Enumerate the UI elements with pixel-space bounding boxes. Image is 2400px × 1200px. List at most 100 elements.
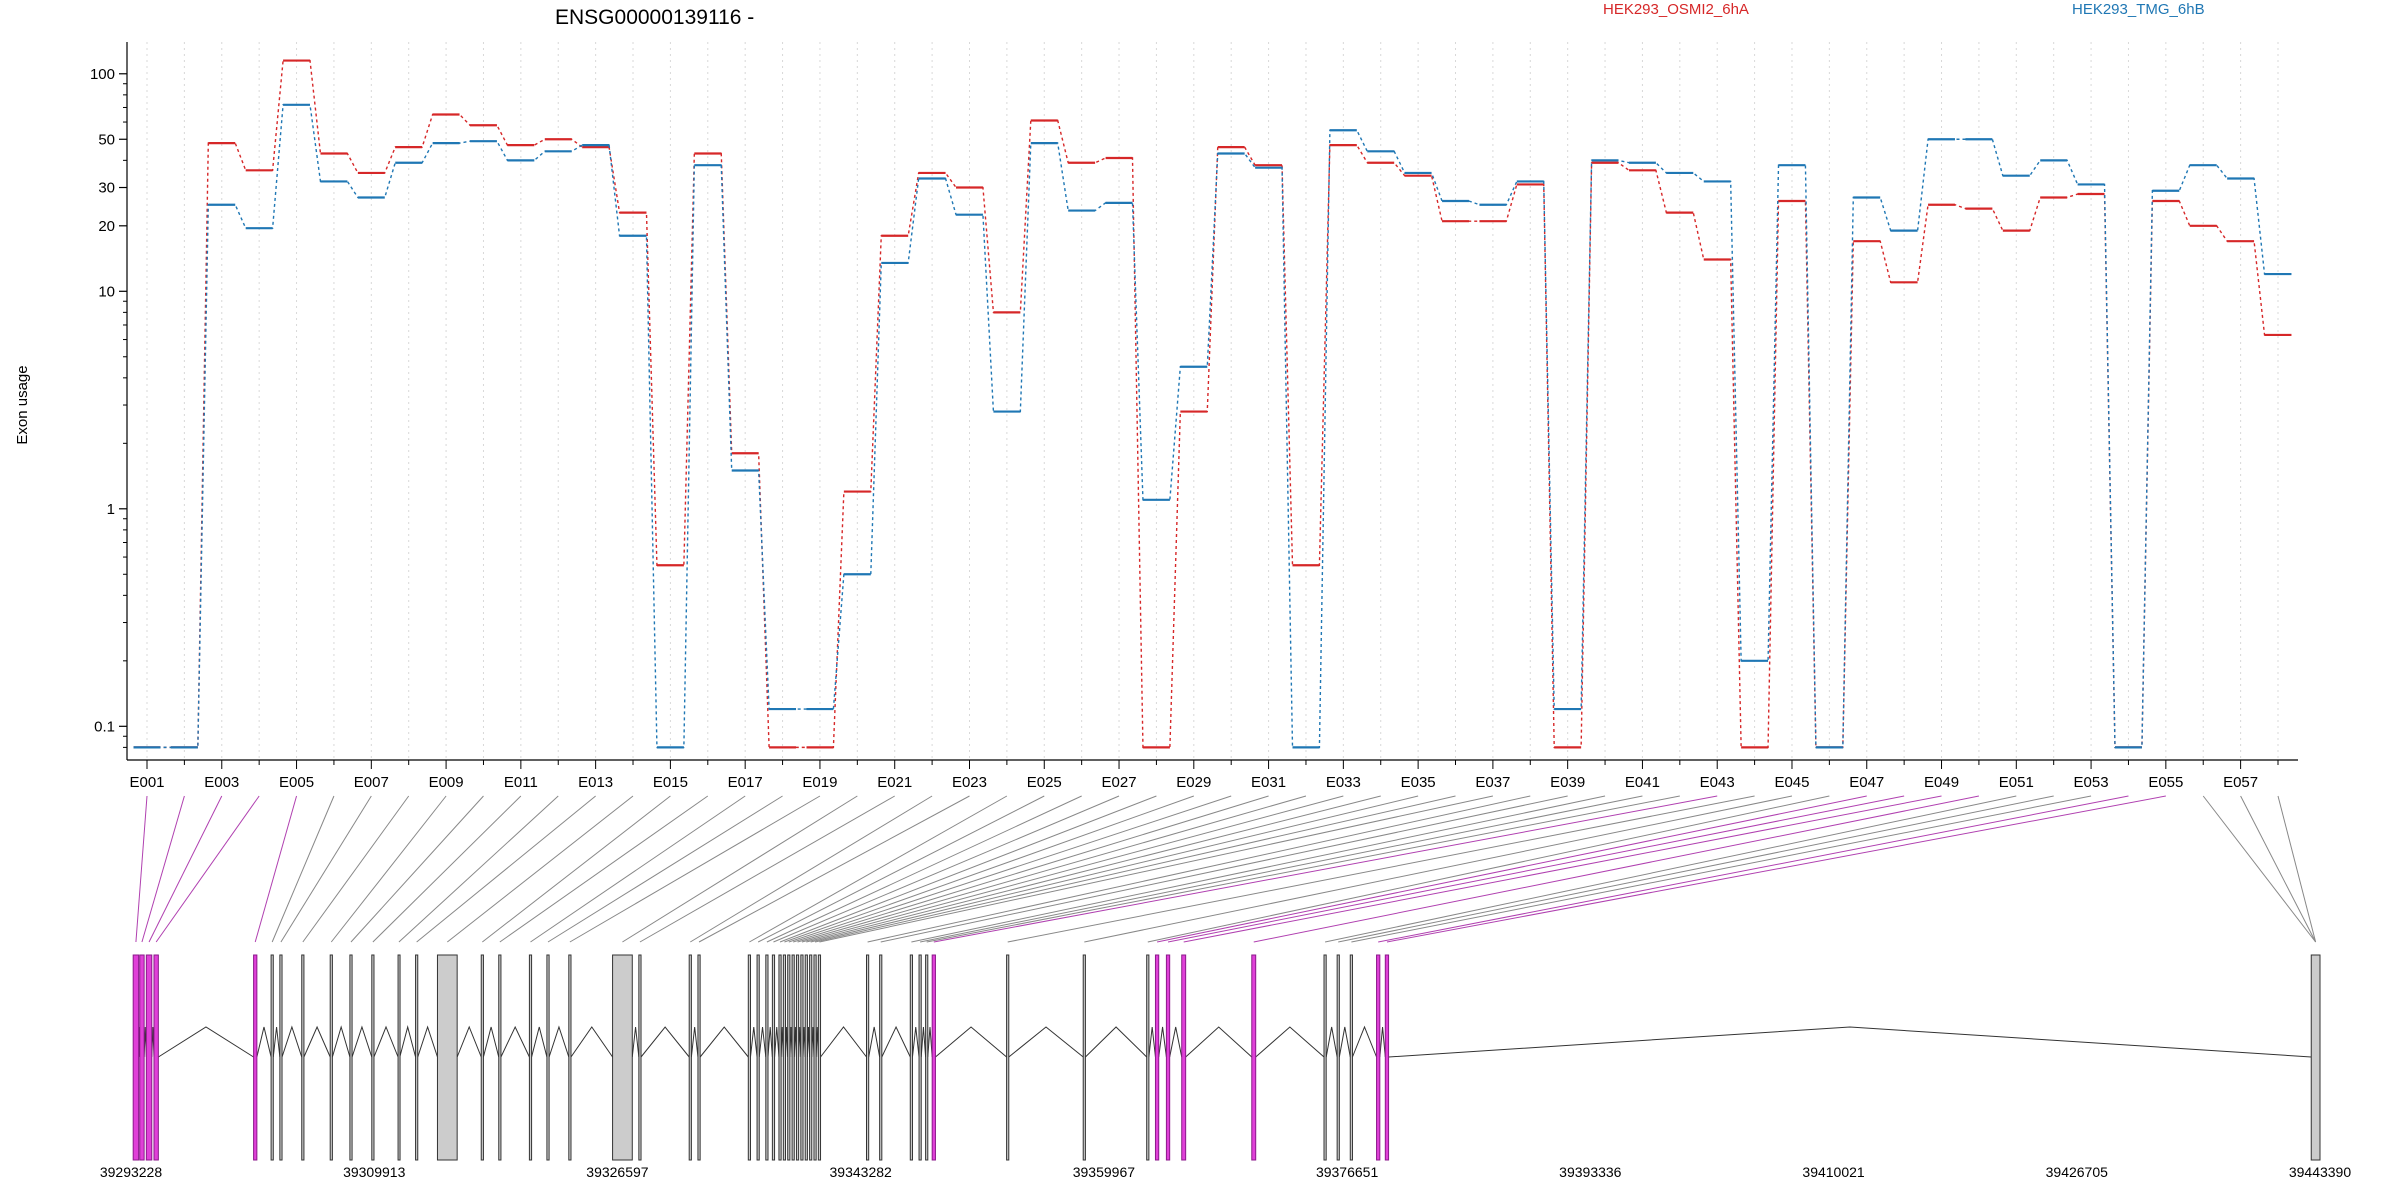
exon-box [145,954,153,1161]
exon-box [498,954,502,1161]
intron-line [1169,1026,1183,1058]
exon-connector [622,795,858,943]
intron-line [774,1026,780,1058]
intron-line [331,1025,351,1058]
x-tick-label: E017 [728,774,763,791]
exon-box [1384,954,1390,1161]
exon-connector [2202,795,2317,943]
exon-connector [2240,795,2317,943]
intron-line [256,1026,272,1058]
exon-box [747,954,751,1161]
coordinate-label: 39343282 [830,1164,893,1180]
exon-connector [779,795,1157,943]
intron-line [272,1026,281,1058]
exon-box [1251,954,1257,1161]
exon-box [638,954,642,1161]
exon-box [1082,954,1086,1161]
exon-connector [141,795,185,943]
intron-line [399,1025,417,1058]
exon-box [756,954,760,1161]
exon-box [791,954,795,1161]
intron-line [456,1025,482,1058]
x-tick-label: E007 [354,774,389,791]
x-tick-label: E009 [429,774,464,791]
x-tick-label: E023 [952,774,987,791]
series-line [133,59,2292,749]
exon-connector [773,795,1120,943]
exon-connector [1338,795,2054,943]
x-tick-label: E033 [1326,774,1361,791]
exon-box [879,954,883,1161]
exon-box [1165,954,1171,1161]
exon-box [132,954,140,1161]
intron-line [881,1025,911,1058]
exon-connector [482,795,671,943]
exon-connector [757,795,1045,943]
x-tick-label: E039 [1550,774,1585,791]
intron-line [570,1026,613,1058]
coordinate-label: 39309913 [343,1164,406,1180]
x-tick-label: E053 [2074,774,2109,791]
exon-box [253,954,258,1161]
exon-connector [254,795,298,943]
intron-line [1148,1026,1156,1058]
exon-connector [784,795,1194,943]
x-tick-label: E029 [1176,774,1211,791]
coordinate-label: 39293228 [100,1164,163,1180]
intron-line [1008,1026,1084,1058]
intron-line [548,1025,570,1058]
y-tick-label: 50 [98,131,115,148]
exon-box [817,954,822,1161]
exon-connector [797,795,1307,943]
y-axis-label: Exon usage [14,365,31,444]
x-tick-label: E055 [2148,774,2183,791]
exon-box [1336,954,1340,1161]
exon-box [415,954,419,1161]
intron-line [1185,1026,1253,1058]
intron-line [820,1026,867,1058]
exon-connector [447,795,634,943]
intron-line [482,1026,500,1058]
exon-connector [1183,795,1942,943]
x-tick-label: E015 [653,774,688,791]
exon-connector [499,795,709,943]
exon-box [1349,954,1353,1161]
intron-line [281,1025,303,1058]
exon-box [270,954,274,1161]
exon-connector [372,795,522,943]
exon-connector [1007,795,1755,943]
exon-connector [793,795,1269,943]
exon-connector [880,795,1568,943]
intron-line [351,1025,373,1058]
exon-box [787,954,791,1161]
exon-connector [788,795,1232,943]
exon-connector [280,795,372,943]
x-tick-label: E057 [2223,774,2258,791]
exon-box [397,954,401,1161]
intron-line [1325,1026,1338,1058]
exon-connector [810,795,1419,943]
exon-box [1376,954,1381,1161]
y-tick-label: 1 [107,501,115,518]
x-tick-label: E019 [802,774,837,791]
x-tick-label: E041 [1625,774,1660,791]
exon-box [436,954,458,1161]
exon-connector [1351,795,2092,943]
coordinate-label: 39359967 [1073,1164,1136,1180]
exon-connector [135,795,148,943]
exon-connectors [135,795,2317,943]
exon-connector [933,795,1718,943]
x-tick-label: E049 [1924,774,1959,791]
series-1 [133,59,2292,749]
intron-line [1338,1026,1351,1058]
intron-line [699,1026,749,1058]
plot-area: 0.1 1 10 20 30 50 100 E001 E003 E005 E007 E009 E011 E… [90,42,2298,791]
exon-connector [766,795,1082,943]
exon-box [782,954,787,1161]
exon-box [1181,954,1187,1161]
exon-connector [1386,795,2166,943]
exon-box [1154,954,1160,1161]
exon-box [688,954,692,1161]
intron-line [758,1026,767,1058]
